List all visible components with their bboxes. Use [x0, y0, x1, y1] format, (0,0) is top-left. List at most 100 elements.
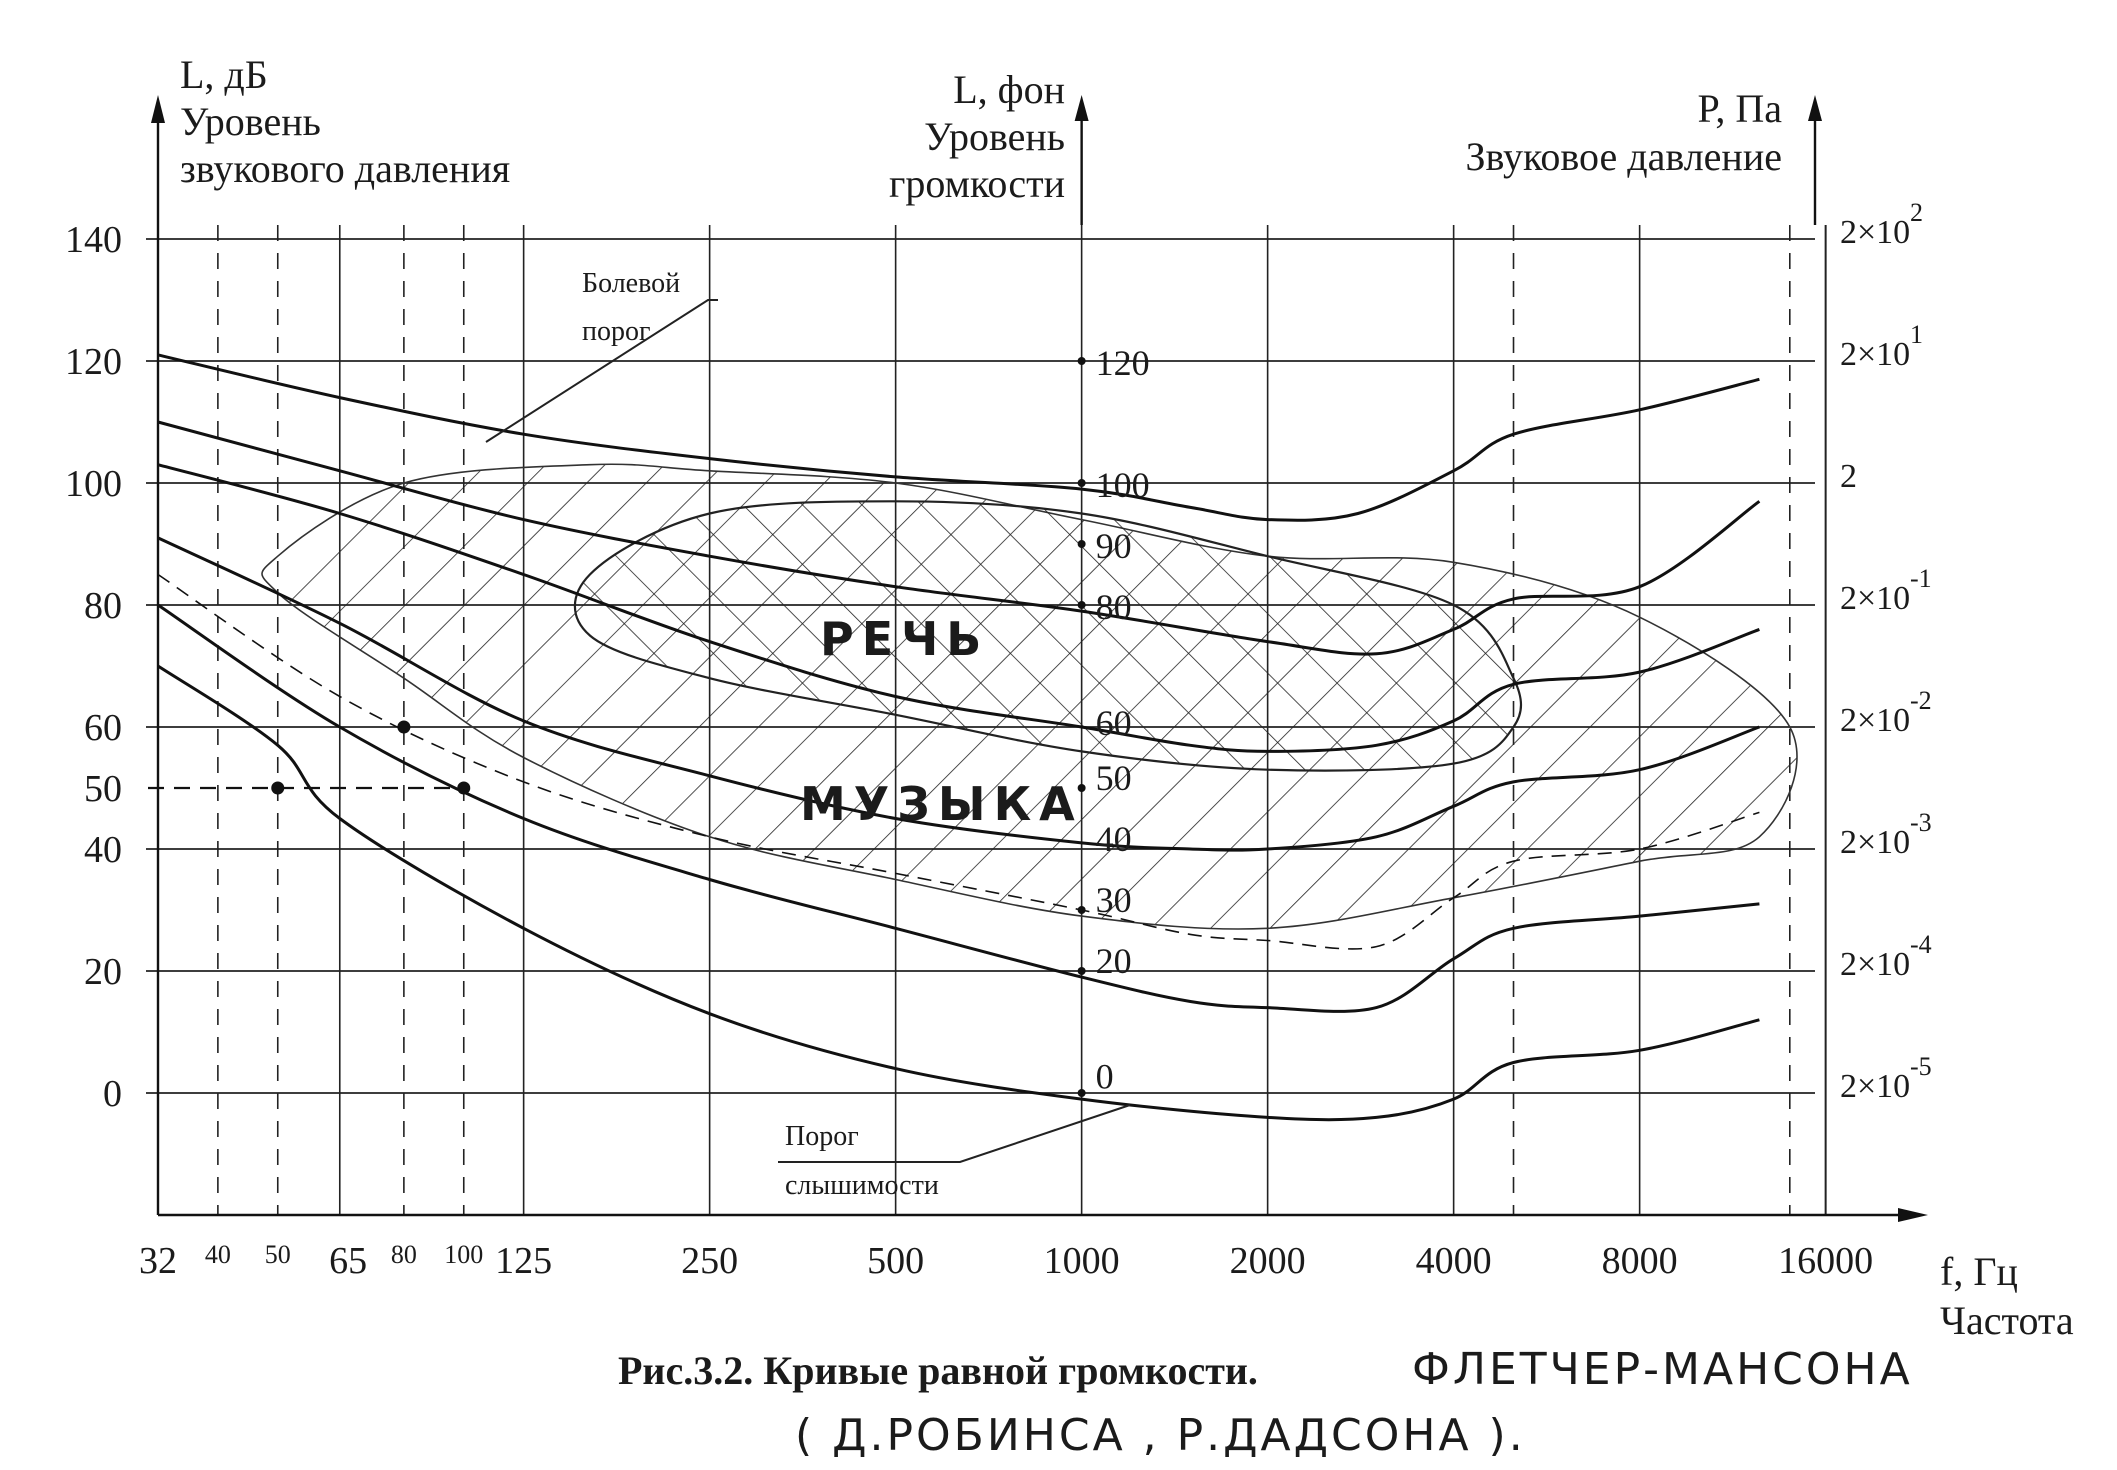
- data-point: [1077, 1089, 1086, 1097]
- data-point: [1077, 784, 1086, 792]
- y-right-tick-label: 2×10: [1840, 336, 1910, 373]
- y-left-tick-label: 20: [84, 951, 122, 993]
- y-mid-arrow: [1074, 95, 1089, 121]
- phon-label: 60: [1096, 703, 1132, 743]
- data-point: [457, 781, 471, 795]
- music-label: МУЗЫКА: [800, 777, 1083, 831]
- y-right-tick-exponent: -4: [1910, 930, 1932, 959]
- y-right-tick-label: 2×10: [1840, 824, 1910, 861]
- loudness-curve-120: [157, 353, 1760, 522]
- y-left-tick-label: 60: [84, 707, 122, 749]
- phon-label: 40: [1096, 819, 1132, 859]
- phon-label: 0: [1096, 1057, 1114, 1097]
- data-point: [1077, 601, 1086, 609]
- y-right-tick-label: 2×10: [1840, 946, 1910, 983]
- hearing-threshold-note: Порог слышимости: [778, 1104, 1131, 1201]
- phon-label: 120: [1096, 343, 1150, 383]
- x-tick-label: 16000: [1778, 1240, 1873, 1282]
- y-right-title-line-2: Звуковое давление: [1465, 134, 1782, 179]
- y-mid-title-line-2: Уровень: [924, 114, 1065, 159]
- x-tick-label: 65: [329, 1240, 367, 1282]
- x-arrow: [1898, 1208, 1928, 1222]
- y-mid-title: L, фон Уровень громкости: [889, 67, 1065, 206]
- x-tick-label: 32: [139, 1240, 177, 1282]
- curves: [157, 353, 1761, 1122]
- loudness-curve-30-dashed: [157, 573, 1760, 950]
- caption-handwritten-1: ФЛЕТЧЕР-МАНСОНА: [1412, 1344, 1913, 1395]
- x-axis-title: f, Гц Частота: [1940, 1249, 2074, 1343]
- data-point: [271, 781, 285, 795]
- x-tick-label: 125: [495, 1240, 552, 1282]
- y-left-title-line-1: L, дБ: [180, 52, 268, 97]
- y-right-tick-exponent: -5: [1910, 1052, 1932, 1081]
- y-right-tick-exponent: -2: [1910, 686, 1932, 715]
- y-right-tick-label: 2×10: [1840, 580, 1910, 617]
- axes: 140120100806050402002×1022×10122×10-12×1…: [65, 95, 1932, 1282]
- y-right-title-line-1: P, Па: [1698, 86, 1783, 131]
- y-right-title: P, Па Звуковое давление: [1465, 86, 1782, 179]
- data-point: [1077, 540, 1086, 548]
- caption-printed: Рис.3.2. Кривые равной громкости.: [618, 1348, 1258, 1393]
- data-point: [1077, 906, 1086, 914]
- y-left-tick-label: 120: [65, 341, 122, 383]
- x-tick-label-minor: 50: [265, 1240, 291, 1269]
- y-left-tick-label: 140: [65, 219, 122, 261]
- y-right-tick-label: 2×10: [1840, 1068, 1910, 1105]
- y-left-tick-label: 100: [65, 463, 122, 505]
- x-tick-label-minor: 100: [444, 1240, 483, 1269]
- loudness-curve-0: [157, 664, 1760, 1122]
- y-left-title: L, дБ Уровень звукового давления: [180, 52, 510, 191]
- hearing-threshold-line-1: Порог: [785, 1121, 859, 1152]
- y-right-tick-exponent: -3: [1910, 808, 1932, 837]
- phon-label: 90: [1096, 526, 1132, 566]
- y-left-tick-label: 0: [103, 1073, 122, 1115]
- y-right-tick-label: 2×10: [1840, 214, 1910, 251]
- x-tick-label: 250: [681, 1240, 738, 1282]
- speech-label: РЕЧЬ: [820, 612, 989, 666]
- data-point: [1077, 479, 1086, 487]
- data-point: [1077, 967, 1086, 975]
- loudness-curve-80: [157, 463, 1760, 753]
- markers: [148, 357, 1086, 1097]
- y-right-tick-exponent: -1: [1910, 564, 1932, 593]
- x-tick-label: 2000: [1230, 1240, 1306, 1282]
- speech-region: [573, 500, 1523, 772]
- y-right-tick-exponent: 1: [1910, 320, 1923, 349]
- x-tick-label: 8000: [1602, 1240, 1678, 1282]
- y-left-tick-label: 40: [84, 829, 122, 871]
- y-mid-title-line-1: L, фон: [953, 67, 1065, 112]
- x-axis-title-line-2: Частота: [1940, 1298, 2074, 1343]
- pain-threshold-note: Болевой порог: [485, 268, 718, 443]
- caption: Рис.3.2. Кривые равной громкости. ФЛЕТЧЕ…: [618, 1344, 1913, 1461]
- y-left-tick-label: 80: [84, 585, 122, 627]
- pain-threshold-line-1: Болевой: [582, 268, 680, 299]
- x-tick-label-minor: 40: [205, 1240, 231, 1269]
- data-point: [1077, 357, 1086, 365]
- y-right-tick-label: 2×10: [1840, 702, 1910, 739]
- loudness-curve-100: [157, 420, 1761, 656]
- caption-handwritten-2: ( Д.РОБИНСА , Р.ДАДСОНА ).: [795, 1410, 1526, 1461]
- y-mid-title-line-3: громкости: [889, 161, 1065, 206]
- x-tick-label-minor: 80: [391, 1240, 417, 1269]
- pain-threshold-line-2: порог: [582, 316, 650, 347]
- x-axis-title-line-1: f, Гц: [1940, 1249, 2018, 1294]
- y-right-arrow: [1808, 95, 1822, 121]
- phon-label: 100: [1096, 465, 1150, 505]
- phon-label: 20: [1096, 941, 1132, 981]
- regions: [261, 463, 1798, 930]
- loudness-curve-60: [157, 536, 1760, 852]
- y-left-title-line-3: звукового давления: [180, 146, 510, 191]
- y-right-tick-label: 2: [1840, 458, 1857, 495]
- hearing-threshold-line-2: слышимости: [785, 1170, 939, 1201]
- y-left-tick-label: 50: [84, 768, 122, 810]
- y-left-arrow: [151, 95, 165, 123]
- y-right-tick-exponent: 2: [1910, 198, 1923, 227]
- x-tick-label: 4000: [1416, 1240, 1492, 1282]
- x-tick-label: 1000: [1044, 1240, 1120, 1282]
- y-left-title-line-2: Уровень: [180, 99, 321, 144]
- phon-label: 50: [1096, 758, 1132, 798]
- phon-label: 80: [1096, 587, 1132, 627]
- x-tick-label: 500: [867, 1240, 924, 1282]
- data-point: [397, 720, 411, 734]
